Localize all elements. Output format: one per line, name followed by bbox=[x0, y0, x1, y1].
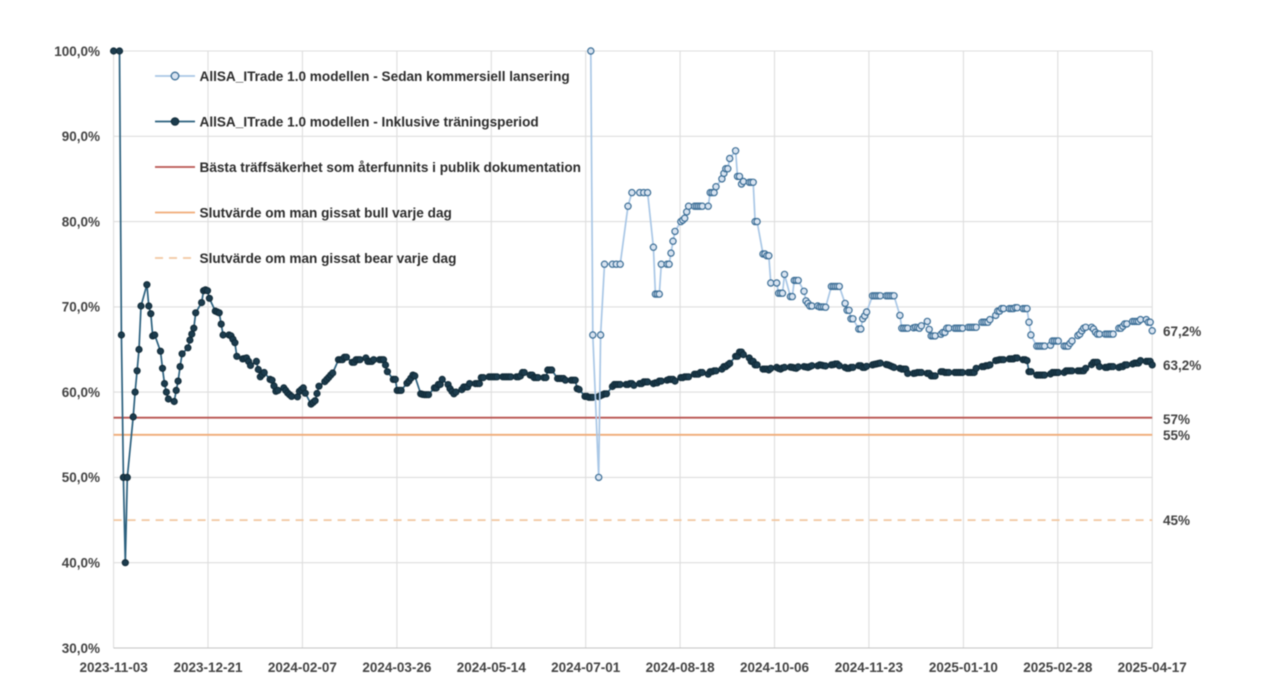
svg-text:2024-11-23: 2024-11-23 bbox=[835, 660, 904, 675]
svg-text:50,0%: 50,0% bbox=[62, 470, 100, 485]
svg-text:45%: 45% bbox=[1163, 513, 1190, 528]
svg-text:2025-01-10: 2025-01-10 bbox=[929, 660, 998, 675]
svg-text:40,0%: 40,0% bbox=[62, 556, 100, 571]
svg-text:2024-03-26: 2024-03-26 bbox=[362, 660, 432, 675]
svg-text:67,2%: 67,2% bbox=[1163, 324, 1201, 339]
svg-text:30,0%: 30,0% bbox=[62, 641, 100, 656]
svg-text:63,2%: 63,2% bbox=[1163, 358, 1201, 373]
svg-text:2024-08-18: 2024-08-18 bbox=[646, 660, 716, 675]
svg-text:2024-02-07: 2024-02-07 bbox=[268, 660, 337, 675]
svg-text:AllSA_ITrade 1.0 modellen - Se: AllSA_ITrade 1.0 modellen - Sedan kommer… bbox=[200, 69, 570, 84]
svg-text:2024-05-14: 2024-05-14 bbox=[457, 660, 527, 675]
svg-text:70,0%: 70,0% bbox=[62, 300, 100, 315]
svg-text:2025-02-28: 2025-02-28 bbox=[1023, 660, 1093, 675]
svg-text:2024-07-01: 2024-07-01 bbox=[551, 660, 621, 675]
svg-text:90,0%: 90,0% bbox=[62, 129, 100, 144]
svg-text:2025-04-17: 2025-04-17 bbox=[1118, 660, 1187, 675]
svg-text:2023-12-21: 2023-12-21 bbox=[173, 660, 243, 675]
svg-text:AllSA_ITrade 1.0 modellen - In: AllSA_ITrade 1.0 modellen - Inklusive tr… bbox=[200, 115, 539, 130]
svg-text:100,0%: 100,0% bbox=[54, 44, 100, 59]
svg-text:2023-11-03: 2023-11-03 bbox=[79, 660, 148, 675]
svg-text:2024-10-06: 2024-10-06 bbox=[740, 660, 810, 675]
svg-text:Slutvärde om man gissat bull v: Slutvärde om man gissat bull varje dag bbox=[200, 206, 452, 221]
svg-text:Slutvärde om man gissat bear v: Slutvärde om man gissat bear varje dag bbox=[200, 251, 457, 266]
svg-text:55%: 55% bbox=[1163, 428, 1190, 443]
svg-text:60,0%: 60,0% bbox=[62, 385, 100, 400]
svg-text:Bästa träffsäkerhet som återfu: Bästa träffsäkerhet som återfunnits i pu… bbox=[200, 160, 581, 175]
svg-text:80,0%: 80,0% bbox=[62, 214, 100, 229]
svg-text:57%: 57% bbox=[1163, 412, 1190, 427]
